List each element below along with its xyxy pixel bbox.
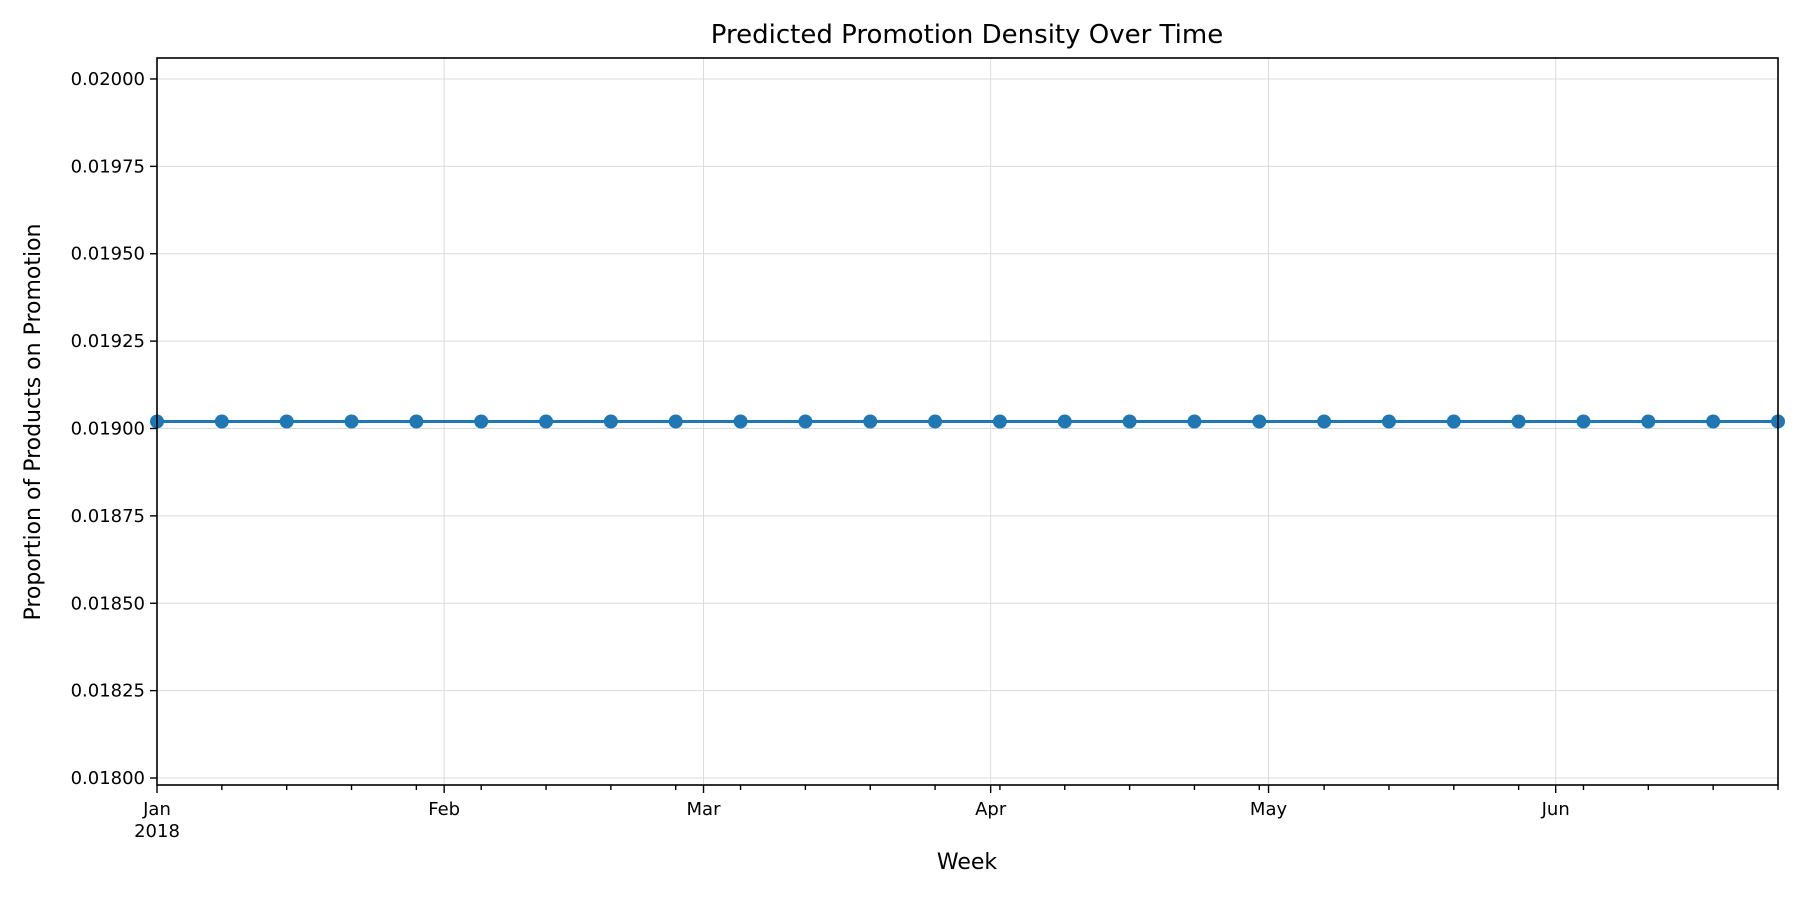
y-tick-label: 0.01925 (71, 331, 145, 352)
chart-title: Predicted Promotion Density Over Time (711, 20, 1223, 50)
plot-frame (156, 57, 1779, 786)
y-tick-label: 0.01850 (71, 593, 145, 614)
data-point (1187, 414, 1202, 429)
data-point (863, 414, 878, 429)
y-tick-label: 0.01800 (71, 768, 145, 789)
data-point (539, 414, 554, 429)
data-point (1317, 414, 1332, 429)
y-tick-label: 0.01875 (71, 506, 145, 527)
x-tick-label: Feb (428, 799, 460, 820)
ticks: 0.01800 0.01825 0.01850 0.01875 0.01900 0.019… (71, 69, 1779, 842)
data-point (798, 414, 813, 429)
x-axis-label: Week (937, 850, 998, 875)
data-point (928, 414, 943, 429)
y-tick-label: 0.01900 (71, 418, 145, 439)
x-tick-sublabel: 2018 (134, 821, 180, 842)
data-point (1706, 414, 1721, 429)
data-point (1511, 414, 1526, 429)
y-tick-label: 0.01825 (71, 681, 145, 702)
y-tick-label: 0.02000 (71, 69, 145, 90)
data-point (344, 414, 359, 429)
y-tick-label: 0.01975 (71, 156, 145, 177)
data-point (1446, 414, 1461, 429)
data-point (992, 414, 1007, 429)
x-tick-label: Mar (687, 799, 722, 820)
data-point (1381, 414, 1396, 429)
data-point (603, 414, 618, 429)
data-point (214, 414, 229, 429)
data-point (474, 414, 489, 429)
data-point (733, 414, 748, 429)
y-tick-label: 0.01950 (71, 244, 145, 265)
data-point (1641, 414, 1656, 429)
data-point (409, 414, 424, 429)
y-axis-label: Proportion of Products on Promotion (21, 223, 46, 620)
data-point (1122, 414, 1137, 429)
x-tick-label: Jan (142, 799, 171, 820)
data-point (668, 414, 683, 429)
data-point (1057, 414, 1072, 429)
x-tick-label: Apr (975, 799, 1007, 820)
data-point (1252, 414, 1267, 429)
x-tick-label: May (1250, 799, 1288, 820)
series-layer (150, 414, 1785, 429)
data-point (1576, 414, 1591, 429)
data-point (279, 414, 294, 429)
x-tick-label: Jun (1541, 799, 1570, 820)
